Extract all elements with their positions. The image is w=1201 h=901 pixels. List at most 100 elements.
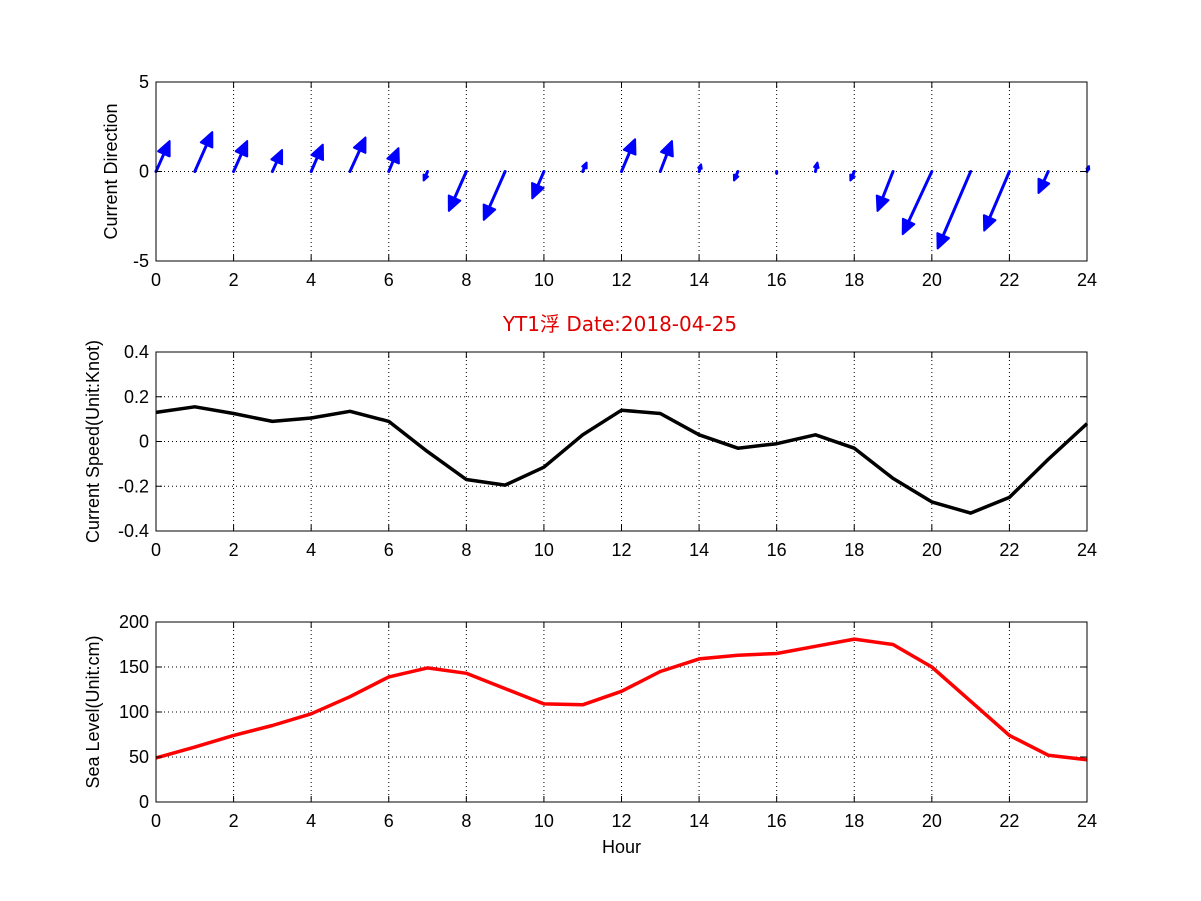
data-point [814,645,816,647]
arrow-head [581,161,588,170]
data-point [970,700,972,702]
direction-arrow [482,170,507,221]
direction-arrow [154,140,171,173]
x-tick-label: 12 [611,270,631,290]
x-tick-label: 16 [767,270,787,290]
data-point [931,666,933,668]
x-tick-label: 20 [922,270,942,290]
data-point [543,466,545,468]
arrow-shaft [309,155,320,173]
data-point [737,447,739,449]
x-tick-label: 14 [689,540,709,560]
y-tick-label: 0 [139,162,149,182]
data-point [271,420,273,422]
data-point [970,512,972,514]
x-tick-label: 6 [384,811,394,831]
data-point [621,690,622,692]
x-tick-label: 16 [767,811,787,831]
direction-arrow [936,170,973,250]
data-point [271,725,273,726]
direction-arrow [193,131,214,173]
figure-title: YT1浮 Date:2018-04-25 [502,312,737,336]
x-axis-label: Hour [602,837,641,857]
arrow-head [982,214,997,232]
x-tick-label: 8 [461,811,471,831]
data-point [853,447,855,449]
arrow-head [849,173,856,182]
arrow-head [660,140,674,158]
x-tick-label: 18 [844,811,864,831]
x-tick-label: 18 [844,270,864,290]
arrow-head [352,136,367,154]
arrow-head [813,161,820,169]
direction-arrow [386,147,400,173]
arrow-shaft [487,170,507,210]
x-tick-label: 22 [999,811,1019,831]
data-point [621,409,622,411]
direction-arrow [270,149,284,173]
data-point [194,406,196,408]
x-tick-label: 24 [1077,811,1097,831]
x-tick-label: 4 [306,270,316,290]
arrow-head [1037,177,1051,194]
y-tick-label: 5 [139,72,149,92]
direction-arrow [982,170,1011,232]
direction-arrow [581,161,588,173]
data-point [233,413,235,415]
data-point [233,734,235,736]
x-tick-label: 24 [1077,540,1097,560]
x-tick-label: 16 [767,540,787,560]
direction-arrow [348,136,367,173]
x-tick-label: 4 [306,540,316,560]
x-tick-label: 18 [844,540,864,560]
arrow-head [157,140,171,158]
data-point [698,658,700,660]
data-point [737,654,739,656]
x-tick-label: 6 [384,270,394,290]
direction-arrow [620,138,637,173]
data-point [465,672,467,674]
arrow-head [775,171,779,175]
y-tick-label: 200 [119,612,149,632]
direction-arrow [1037,170,1051,194]
x-tick-label: 20 [922,540,942,560]
arrow-head [447,194,462,212]
arrow-shaft [348,147,362,173]
arrow-head [697,163,703,170]
arrow-shaft [906,170,934,224]
arrow-head [270,149,284,166]
arrow-head [386,147,400,165]
data-point [543,703,545,705]
data-point [194,746,196,748]
direction-arrow [775,170,779,175]
data-point [504,688,506,690]
y-tick-label: -0.2 [118,476,149,496]
direction-arrow [875,170,895,212]
direction-arrow [697,163,703,173]
x-tick-label: 12 [611,811,631,831]
y-axis-label: Current Speed(Unit:Knot) [83,340,103,543]
x-tick-label: 12 [611,540,631,560]
direction-arrow [531,170,546,200]
direction-arrow [309,143,325,173]
arrow-shaft [452,170,468,201]
data-point [504,484,506,486]
data-point [582,704,584,706]
arrow-shaft [232,151,244,173]
y-tick-label: 0 [139,792,149,812]
x-tick-label: 0 [151,270,161,290]
arrow-shaft [620,149,632,173]
data-point [388,676,390,678]
x-tick-label: 20 [922,811,942,831]
direction-arrow [232,140,249,173]
data-point [698,434,700,436]
axes-speed: 0 2 4 6 8 10 12 14 16 18 20 22 24-0.4-0.200.20.4Curr… [83,340,1097,560]
x-tick-label: 22 [999,540,1019,560]
x-tick-label: 0 [151,811,161,831]
data-point [1008,734,1010,736]
data-point [931,501,933,503]
x-tick-label: 2 [229,540,239,560]
arrow-shaft [658,151,669,173]
